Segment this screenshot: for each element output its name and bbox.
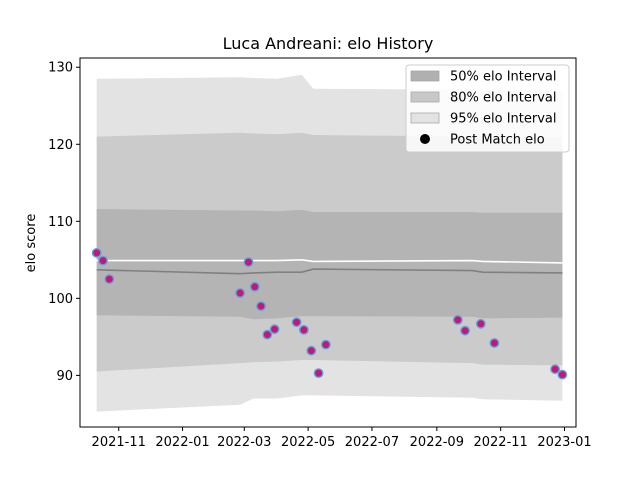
post-match-elo-point	[291, 317, 302, 328]
post-match-elo-point	[460, 325, 470, 336]
plot-frame	[79, 57, 577, 428]
x-tick-label: 2021-11	[92, 435, 146, 450]
post-match-elo-point	[91, 247, 102, 258]
post-match-elo-point	[104, 274, 115, 284]
x-tick-label: 2022-03	[217, 435, 271, 450]
post-match-elo-point	[249, 281, 260, 292]
post-match-elo-point	[235, 288, 246, 298]
mean-elo-line	[96, 268, 563, 275]
y-tick-label: 130	[48, 61, 73, 76]
y-tick-label: 110	[48, 215, 73, 230]
chart-title: Luca Andreani: elo History	[223, 34, 434, 53]
y-tick-label: 90	[56, 369, 73, 384]
post-match-elo-point	[98, 255, 108, 266]
post-match-elo-point	[262, 329, 273, 340]
post-match-elo-point	[256, 301, 266, 311]
legend-label: 50% elo Interval	[450, 70, 557, 85]
post-match-elo-point	[452, 314, 463, 325]
y-tick-label: 120	[48, 138, 73, 153]
legend-item: 95% elo Interval	[410, 112, 557, 127]
post-match-elo-point	[269, 324, 280, 335]
post-match-elo-point	[557, 369, 568, 380]
post-match-elo-point	[489, 338, 500, 348]
x-tick-label: 2022-01	[155, 435, 209, 450]
x-tick-label: 2022-07	[345, 435, 399, 450]
x-tick-label: 2023-01	[537, 435, 591, 450]
band-50-interval	[96, 209, 563, 320]
legend-box	[405, 64, 570, 153]
y-tick-label: 100	[48, 292, 73, 307]
legend-label: 95% elo Interval	[450, 112, 557, 127]
legend-swatch	[410, 70, 440, 82]
legend-marker	[420, 134, 430, 144]
x-tick-label: 2022-05	[281, 435, 335, 450]
x-tick-label: 2022-09	[410, 435, 464, 450]
post-match-elo-point	[243, 257, 254, 267]
legend-swatch	[410, 91, 440, 103]
legend-item: 80% elo Interval	[410, 91, 557, 106]
plot-area	[91, 74, 568, 412]
post-match-elo-point	[475, 318, 486, 329]
legend: 50% elo Interval 80% elo Interval 95% elo …	[405, 64, 570, 153]
legend-label: Post Match elo	[450, 133, 545, 148]
post-match-elo-point	[306, 345, 317, 356]
post-match-elo-point	[313, 368, 324, 378]
post-match-elo-point	[320, 339, 331, 350]
legend-item: Post Match elo	[420, 133, 545, 148]
legend-label: 80% elo Interval	[450, 91, 557, 106]
x-tick-label: 2022-11	[473, 435, 527, 450]
post-match-elo-point	[550, 364, 560, 375]
legend-swatch	[410, 112, 440, 124]
axes: 2021-11 2022-01 2022-03 2022-05 2022-07 2022-…	[48, 57, 592, 450]
y-axis-label: elo score	[24, 214, 39, 273]
legend-item: 50% elo Interval	[410, 70, 557, 85]
post-match-elo-point	[298, 324, 309, 335]
